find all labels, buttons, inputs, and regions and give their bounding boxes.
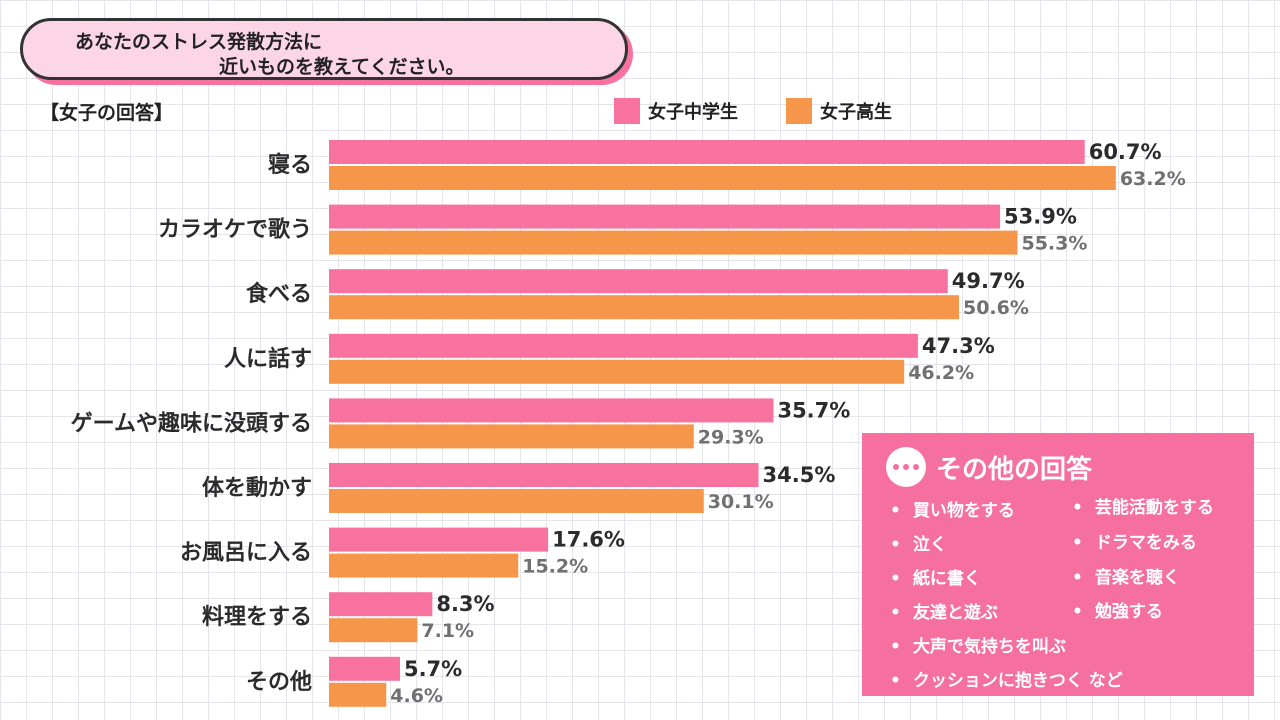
data-label-series-b: 30.1%: [708, 491, 774, 513]
legend-label-series-a: 女子中学生: [648, 102, 738, 123]
data-label-series-b: 63.2%: [1120, 168, 1186, 190]
other-answer-item: 買い物をする: [890, 496, 1015, 521]
data-label-series-a: 53.9%: [1004, 205, 1077, 229]
other-answer-item: 芸能活動をする: [1072, 493, 1214, 518]
category-label: 寝る: [268, 152, 312, 178]
data-label-series-a: 5.7%: [404, 657, 462, 681]
category-label: お風呂に入る: [180, 541, 312, 566]
category-label: カラオケで歌う: [158, 217, 312, 243]
data-label-series-a: 17.6%: [552, 528, 625, 552]
bar-series-a: [329, 656, 400, 681]
category-label: 食べる: [246, 281, 312, 307]
data-label-series-a: 34.5%: [763, 463, 836, 487]
bar-series-a: [329, 398, 774, 423]
category-label: 人に話す: [224, 346, 312, 372]
data-label-series-b: 50.6%: [963, 297, 1029, 319]
question-line-2: 近いものを教えてください。: [219, 56, 465, 78]
bar-series-b: [329, 359, 905, 384]
category-label: その他: [246, 670, 312, 695]
other-answer-item: 音楽を聴く: [1072, 563, 1180, 588]
legend-label-series-b: 女子高生: [820, 102, 892, 123]
bar-series-b: [329, 682, 387, 707]
bar-series-b: [329, 166, 1116, 190]
bar-series-b: [329, 618, 418, 643]
other-answer-item: 泣く: [890, 530, 947, 555]
other-answer-item: 紙に書く: [890, 564, 981, 589]
legend-swatch-series-a: [614, 98, 640, 124]
other-answers-box: その他の回答 買い物をする 泣く 紙に書く 友達と遊ぶ 芸能活動をする ドラマを…: [862, 433, 1254, 696]
data-label-series-b: 29.3%: [698, 426, 764, 448]
bar-series-b: [329, 295, 959, 320]
other-answer-item: クッションに抱きつく など: [890, 666, 1123, 691]
bar-series-b: [329, 553, 519, 578]
data-label-series-a: 35.7%: [777, 398, 850, 422]
data-label-series-b: 55.3%: [1021, 233, 1087, 255]
subheading: 【女子の回答】: [40, 102, 174, 124]
ellipsis-icon: [886, 447, 926, 487]
legend-item-series-a: 女子中学生: [614, 98, 738, 124]
data-label-series-b: 4.6%: [390, 685, 443, 707]
data-label-series-b: 46.2%: [908, 362, 974, 384]
data-label-series-a: 8.3%: [436, 592, 494, 616]
other-answers-header: その他の回答: [886, 447, 1092, 487]
bar-series-a: [329, 140, 1085, 164]
bar-series-a: [329, 463, 759, 487]
data-label-series-b: 15.2%: [522, 556, 588, 578]
other-answer-item: 勉強する: [1072, 597, 1163, 622]
other-answers-title: その他の回答: [936, 454, 1093, 485]
category-label: ゲームや趣味に没頭する: [71, 410, 312, 436]
other-answer-item: ドラマをみる: [1072, 528, 1197, 553]
data-label-series-b: 7.1%: [421, 620, 474, 642]
bar-series-a: [329, 204, 1001, 229]
category-label: 体を動かす: [202, 476, 312, 501]
legend-swatch-series-b: [786, 98, 812, 124]
other-answer-item: 大声で気持ちを叫ぶ: [890, 632, 1066, 657]
data-label-series-a: 60.7%: [1089, 140, 1162, 164]
bar-series-a: [329, 527, 549, 552]
bar-series-b: [329, 489, 704, 513]
data-label-series-a: 49.7%: [952, 269, 1025, 293]
bar-series-a: [329, 269, 948, 294]
other-answer-item: 友達と遊ぶ: [890, 598, 998, 623]
data-label-series-a: 47.3%: [922, 334, 995, 358]
bar-series-a: [329, 592, 433, 617]
bar-series-a: [329, 333, 918, 358]
question-box: あなたのストレス発散方法に 近いものを教えてください。: [20, 18, 628, 80]
bar-series-b: [329, 424, 694, 449]
category-label: 料理をする: [202, 605, 312, 630]
bar-series-b: [329, 230, 1018, 255]
legend-item-series-b: 女子高生: [786, 98, 892, 124]
question-line-1: あなたのストレス発散方法に: [75, 31, 323, 53]
